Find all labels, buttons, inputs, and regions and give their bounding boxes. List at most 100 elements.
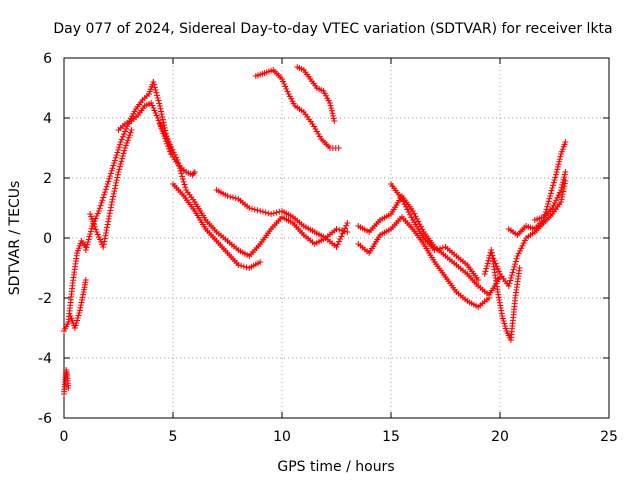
data-point-marker bbox=[559, 179, 566, 186]
data-point-marker bbox=[491, 257, 498, 264]
data-point-marker bbox=[177, 167, 184, 174]
data-point-marker bbox=[495, 268, 502, 275]
data-point-marker bbox=[78, 299, 85, 306]
data-point-marker bbox=[412, 213, 419, 220]
data-point-marker bbox=[550, 179, 557, 186]
data-point-marker bbox=[173, 154, 180, 161]
data-point-marker bbox=[116, 141, 123, 148]
data-point-marker bbox=[411, 210, 418, 217]
data-point-marker bbox=[413, 215, 420, 222]
data-point-marker bbox=[107, 170, 114, 177]
data-point-marker bbox=[76, 310, 83, 316]
data-point-marker bbox=[408, 214, 415, 221]
series-arc-3 bbox=[67, 277, 89, 331]
data-point-marker bbox=[555, 161, 562, 168]
data-point-marker bbox=[178, 170, 185, 177]
data-point-marker bbox=[84, 239, 91, 245]
data-point-marker bbox=[101, 191, 108, 198]
data-point-marker bbox=[168, 144, 175, 151]
data-point-marker bbox=[333, 226, 340, 232]
data-point-marker bbox=[240, 263, 247, 270]
data-point-marker bbox=[100, 244, 107, 250]
data-point-marker bbox=[337, 236, 344, 242]
data-point-marker bbox=[490, 255, 497, 262]
data-point-marker bbox=[109, 165, 116, 172]
data-point-marker bbox=[110, 193, 117, 200]
series-arc-4 bbox=[82, 79, 157, 253]
data-point-marker bbox=[91, 223, 98, 230]
series-arc-9 bbox=[170, 181, 264, 271]
data-point-marker bbox=[493, 263, 500, 270]
data-point-marker bbox=[116, 166, 123, 173]
data-point-marker bbox=[154, 115, 161, 121]
data-point-marker bbox=[268, 211, 275, 217]
data-point-marker bbox=[486, 295, 493, 301]
data-point-marker bbox=[415, 218, 422, 225]
data-point-marker bbox=[512, 261, 519, 268]
data-point-marker bbox=[108, 199, 115, 205]
data-point-marker bbox=[100, 194, 107, 201]
data-point-marker bbox=[339, 230, 346, 237]
data-point-marker bbox=[334, 241, 341, 248]
data-point-marker bbox=[82, 247, 89, 253]
data-point-marker bbox=[127, 129, 134, 136]
data-point-marker bbox=[336, 226, 343, 233]
data-point-marker bbox=[85, 236, 92, 243]
data-point-marker bbox=[344, 229, 351, 235]
data-point-marker bbox=[509, 269, 516, 276]
series-arc-18 bbox=[505, 139, 569, 238]
data-point-marker bbox=[105, 178, 112, 185]
data-point-marker bbox=[83, 244, 90, 251]
data-point-marker bbox=[398, 196, 405, 202]
x-tick-label: 10 bbox=[273, 429, 291, 445]
data-point-marker bbox=[550, 202, 557, 209]
data-point-marker bbox=[156, 103, 163, 109]
data-point-marker bbox=[118, 158, 125, 165]
data-point-marker bbox=[154, 92, 161, 99]
data-point-marker bbox=[516, 265, 523, 271]
data-point-marker bbox=[556, 158, 563, 165]
data-point-marker bbox=[558, 199, 565, 205]
data-point-marker bbox=[254, 207, 261, 214]
axis-ticks: 0 5 10 15 20 25 -6 -4 -2 0 2 4 6 bbox=[38, 51, 618, 445]
data-point-marker bbox=[122, 145, 129, 151]
data-point-marker bbox=[506, 280, 513, 287]
data-point-marker bbox=[170, 149, 177, 156]
data-point-marker bbox=[111, 157, 118, 164]
data-point-marker bbox=[405, 209, 412, 216]
data-point-marker bbox=[327, 102, 334, 109]
data-point-marker bbox=[80, 291, 87, 298]
data-point-marker bbox=[119, 155, 126, 162]
data-point-marker bbox=[124, 137, 131, 144]
data-point-marker bbox=[164, 136, 171, 143]
data-point-marker bbox=[515, 250, 522, 257]
data-point-marker bbox=[150, 79, 157, 85]
y-tick-label: 2 bbox=[43, 171, 52, 187]
data-point-marker bbox=[159, 116, 166, 123]
data-point-marker bbox=[259, 208, 266, 215]
data-point-marker bbox=[562, 139, 569, 145]
data-point-marker bbox=[257, 208, 264, 214]
data-point-marker bbox=[108, 167, 115, 174]
data-point-marker bbox=[561, 171, 568, 178]
data-point-marker bbox=[76, 307, 83, 314]
data-point-marker bbox=[401, 201, 408, 208]
data-point-marker bbox=[338, 233, 345, 240]
data-point-marker bbox=[512, 258, 519, 265]
data-point-marker bbox=[116, 163, 123, 170]
data-point-marker bbox=[153, 89, 160, 96]
data-point-marker bbox=[97, 202, 104, 209]
data-point-marker bbox=[154, 95, 161, 101]
data-point-marker bbox=[161, 122, 168, 129]
data-point-marker bbox=[340, 228, 347, 234]
data-point-marker bbox=[104, 181, 111, 187]
data-point-marker bbox=[158, 111, 165, 118]
data-point-marker bbox=[107, 207, 114, 214]
data-point-marker bbox=[341, 225, 348, 232]
data-point-marker bbox=[404, 206, 411, 213]
series-arc-12 bbox=[294, 64, 338, 124]
data-point-marker bbox=[161, 131, 168, 138]
data-point-marker bbox=[82, 277, 89, 283]
data-point-marker bbox=[555, 192, 562, 199]
data-point-marker bbox=[111, 188, 118, 195]
